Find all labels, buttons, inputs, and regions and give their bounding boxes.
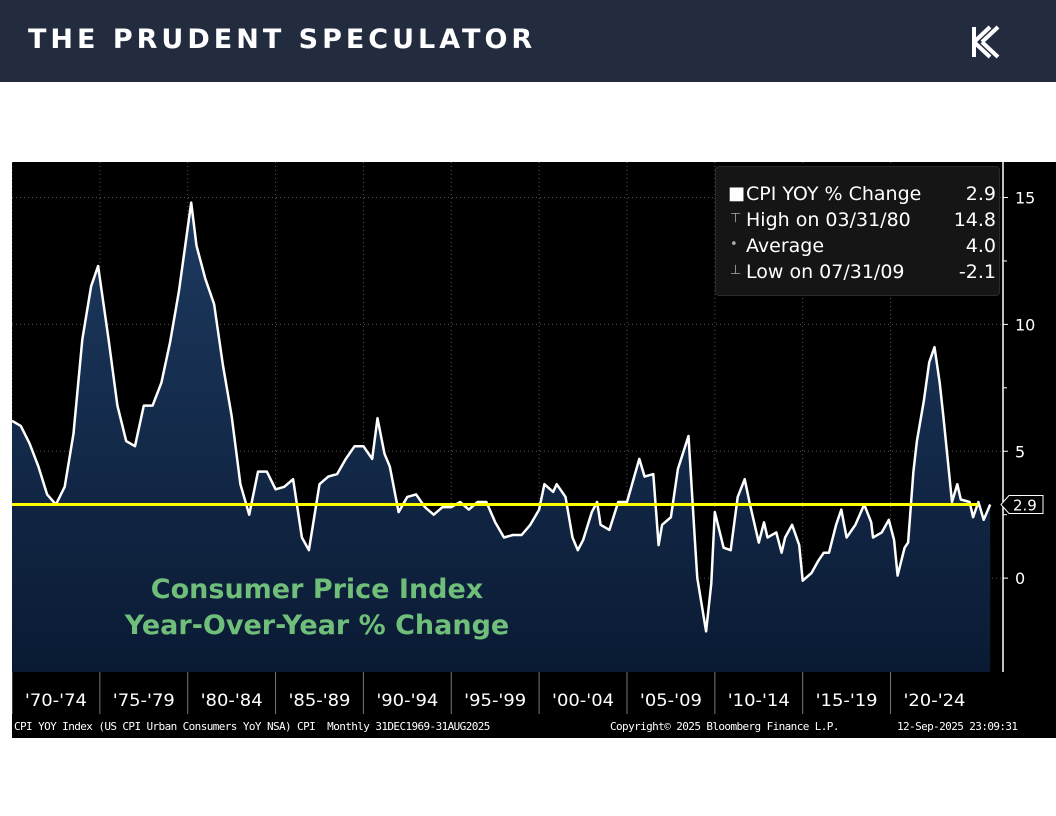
cpi-area xyxy=(12,202,991,672)
legend-box: ■ CPI YOY % Change 2.9 ⊤ High on 03/31/80… xyxy=(715,166,1000,296)
timestamp: 12-Sep-2025 23:09:31 xyxy=(897,720,1018,733)
legend-label: Average xyxy=(746,235,825,257)
x-tick-label: '00-'04 xyxy=(552,691,614,711)
last-value-box xyxy=(1000,495,1044,515)
x-tick-label: '05-'09 xyxy=(640,691,702,711)
chart-subtitle: Year-Over-Year % Change xyxy=(124,610,510,641)
brand-title: THE PRUDENT SPECULATOR xyxy=(28,24,537,55)
chart-title-overlay: Consumer Price Index Year-Over-Year % Ch… xyxy=(72,572,562,644)
x-tick-label: '70-'74 xyxy=(25,691,87,711)
copyright-note: Copyright© 2025 Bloomberg Finance L.P. xyxy=(610,720,839,733)
legend-item: ■ CPI YOY % Change 2.9 xyxy=(726,183,996,209)
legend-label: Low on 07/31/09 xyxy=(746,261,905,283)
y-tick-label: 0 xyxy=(1015,569,1025,588)
x-tick-label: '15-'19 xyxy=(816,691,878,711)
cpi-chart: '70-'74 '75-'79 '80-'84 '85-'89 '90-'94 '95-'… xyxy=(12,162,1044,714)
legend-item: ⊤ High on 03/31/80 14.8 xyxy=(726,209,996,235)
y-tick-label: 5 xyxy=(1015,442,1025,461)
legend-item: ⊥ Low on 07/31/09 -2.1 xyxy=(726,261,996,287)
x-tick-label: '10-'14 xyxy=(728,691,790,711)
legend-value: -2.1 xyxy=(958,261,996,283)
source-footer: CPI YOY Index (US CPI Urban Consumers Yo… xyxy=(12,720,1044,772)
source-note: CPI YOY Index (US CPI Urban Consumers Yo… xyxy=(14,720,490,733)
x-tick-label: '85-'89 xyxy=(288,691,350,711)
tps-k-logo-icon xyxy=(972,25,1000,59)
legend-marker-icon: ⊤ xyxy=(730,211,742,226)
legend-value: 14.8 xyxy=(953,209,996,231)
legend-item: • Average 4.0 xyxy=(726,235,996,261)
y-tick-label: 10 xyxy=(1015,315,1035,334)
legend-value: 2.9 xyxy=(965,183,996,205)
x-tick-label: '95-'99 xyxy=(464,691,526,711)
legend-label: High on 03/31/80 xyxy=(746,209,911,231)
header-bar: THE PRUDENT SPECULATOR xyxy=(0,0,1056,82)
x-tick-label: '90-'94 xyxy=(376,691,438,711)
legend-marker-icon: ■ xyxy=(728,183,746,204)
legend-marker-icon: • xyxy=(730,237,738,252)
x-tick-label: '20-'24 xyxy=(903,691,965,711)
cpi-line xyxy=(12,201,992,633)
x-tick-label: '75-'79 xyxy=(113,691,175,711)
x-tick-label: '80-'84 xyxy=(201,691,263,711)
chart-panel: '70-'74 '75-'79 '80-'84 '85-'89 '90-'94 '95-'… xyxy=(12,162,1056,738)
chart-title: Consumer Price Index xyxy=(150,574,484,605)
last-value-label: 2.9 xyxy=(1013,497,1037,515)
legend-label: CPI YOY % Change xyxy=(746,183,922,205)
legend-value: 4.0 xyxy=(965,235,996,257)
y-tick-label: 15 xyxy=(1015,189,1035,208)
legend-marker-icon: ⊥ xyxy=(730,263,742,278)
